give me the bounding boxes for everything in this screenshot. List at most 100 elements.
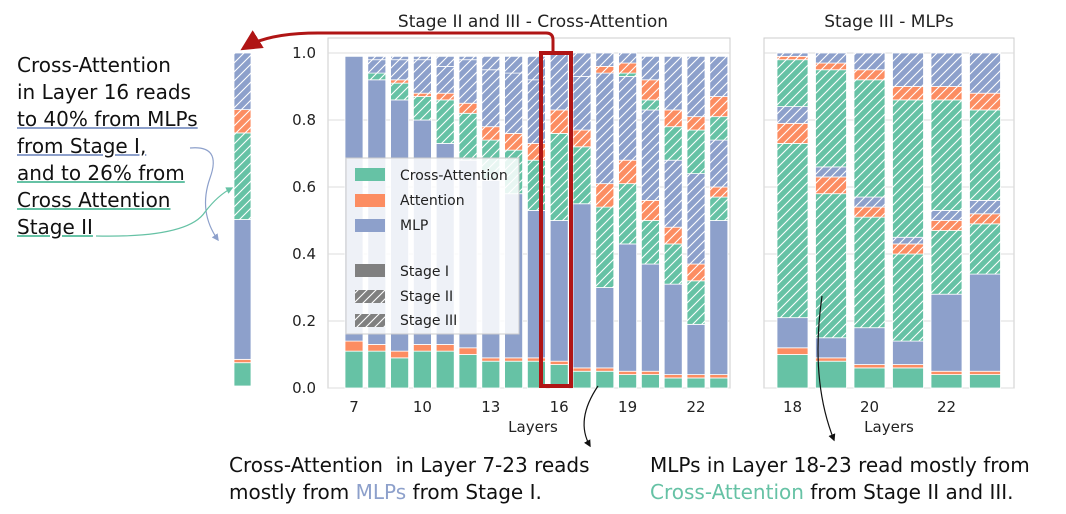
bar-20-attention-stage-i [853,364,886,369]
bar-23-mlp-stage-i [969,273,1001,372]
bar-19-cross-attention-stage-i [815,360,847,389]
bar-21-mlp-stage-ii-hatch [892,237,924,244]
arrow-to-caption-left [583,385,599,448]
y-tick-label: 0.0 [292,379,316,397]
bar-22-mlp-stage-i [930,293,963,372]
y-ticks-1: 0.0 0.2 0.4 0.6 0.8 1.0 [292,44,316,397]
bar-20-cross-attention-stage-iii-hatch [641,99,660,110]
bar-17-cross-attention-stage-ii-hatch [573,146,591,204]
bar-20-attention-stage-i [641,370,660,375]
bar-20-mlp-stage-iii-hatch [641,56,660,80]
legend-swatch-stage-2-hatch [355,290,385,303]
left-note-line-7: Stage II [17,215,93,239]
x-tick-label: 18 [783,398,802,416]
bar-14-cross-attention-stage-i [504,360,524,389]
bar-19-attention-stage-i [618,370,637,375]
bar-20-cross-attention-stage-iii-hatch [854,79,885,198]
bar-21-attention-stage-i [892,364,924,369]
left-note-line-2: in Layer 16 reads [17,80,191,104]
bar-18-cross-attention-stage-i [595,370,615,389]
bar-21-mlp-stage-i [892,340,924,365]
bar-23-attention-stage-i [969,370,1001,375]
bar-16-attention-stage-i [549,360,569,365]
bar-21-attention-stage-ii-hatch [892,243,924,254]
bar-8-cross-attention-stage-ii-hatch [367,73,386,80]
chart-mlps: 18 20 22 Stage III - MLPs Layers [763,12,1015,436]
highlight-layer-16 [539,51,573,388]
bar-22-cross-attention-stage-i [686,377,706,389]
bar-14-mlp-stage-ii-hatch [504,73,523,134]
bar-21-mlp-stage-iii-hatch [892,53,924,87]
bar-22-cross-attention-stage-iii-hatch [931,99,962,211]
bar-12-attention-stage-ii-hatch [459,103,477,114]
bar-21-attention-stage-iii-hatch [664,109,683,127]
legend-swatch-mlp [355,219,385,232]
bar-16-mlp-stage-i [549,220,569,362]
bar-8-mlp-stage-iii-hatch [367,56,386,60]
bar-17-cross-attention-stage-i [572,370,592,389]
bottom-right-line-2b: from Stage II and III. [803,480,1014,504]
y-tick-label: 0.4 [292,245,316,263]
bottom-left-line-2b: from Stage I. [406,480,542,504]
bar-19-mlp-stage-ii-hatch [815,166,847,177]
bar-10-attention-stage-i [412,344,432,352]
bar-23-mlp-stage-iii-hatch [969,53,1001,94]
bottom-left-mlps: MLPs [355,480,407,504]
bar-22-attention-stage-iii-hatch [687,116,705,131]
bar-8-cross-attention-stage-i [367,350,387,389]
y-tick-label: 1.0 [292,44,316,62]
x-tick-label: 13 [481,398,500,416]
legend: Cross-Attention Attention MLP Stage I St… [345,157,520,335]
x-tick-label: 10 [413,398,432,416]
bar-18-mlp-stage-ii-hatch [777,106,808,124]
bar-23-attention-stage-iii-hatch [709,96,728,117]
bar-22-attention-stage-ii-hatch [931,220,962,231]
bar-23-mlp-stage-ii-hatch [969,200,1001,214]
bar-19-mlp-stage-iii-hatch [815,53,847,64]
legend-label-stage-2: Stage II [400,289,453,305]
bar-13-mlp-stage-iii-hatch [481,56,500,70]
bar-16-attention-stage-ii-hatch [550,109,569,134]
bar-20-mlp-stage-ii-hatch [641,109,660,201]
bar-18-cross-attention-stage-iii-hatch [777,59,808,107]
bar-20-mlp-stage-i [853,327,886,365]
bar-22-mlp-stage-iii-hatch [931,53,962,87]
bottom-right-ca: Cross-Attention [650,480,804,504]
bar-23-attention-stage-iii-hatch [969,93,1001,110]
bar-21-cross-attention-stage-ii-hatch [892,254,924,342]
bar-22-attention-stage-ii-hatch [687,264,705,281]
bar-20-mlp-stage-ii-hatch [854,197,885,208]
bar-18-mlp-stage-iii-hatch [595,53,614,67]
bottom-left-line-2a: mostly from [229,480,356,504]
bar-19-cross-attention-stage-i [618,374,637,389]
bar-19-mlp-stage-ii-hatch [618,76,637,161]
bar-22-cross-attention-stage-ii-hatch [931,230,962,295]
bar-20-mlp-stage-iii-hatch [854,53,885,70]
bar-12-attention-stage-i [458,347,478,355]
bar-12-cross-attention-stage-ii-hatch [459,113,477,161]
legend-swatch-stage-3-hatch [355,314,385,327]
chart-title-2: Stage III - MLPs [824,12,954,32]
bar-13-mlp-stage-ii-hatch [481,69,500,127]
legend-label-mlp: MLP [400,218,428,234]
bar-20-mlp-stage-i [641,263,660,372]
arrow-to-caption-right [817,295,836,442]
bar-11-cross-attention-stage-i [435,350,455,389]
bar-23-cross-attention-stage-i [969,374,1001,389]
bar-18-cross-attention-stage-i [776,354,809,389]
legend-swatch-stage-1 [355,264,385,277]
x-axis-label-1: Layers [508,418,558,436]
bar-23-mlp-stage-ii-hatch [709,140,728,187]
bar-19-attention-stage-ii-hatch [815,176,847,194]
bottom-right-line-1: MLPs in Layer 18-23 read mostly from [650,453,1030,477]
bar-18-attention-stage-iii-hatch [777,56,808,60]
bar-11-mlp-stage-iii-hatch [436,56,455,67]
bar-20-attention-stage-iii-hatch [854,69,885,80]
bar-20-attention-stage-ii-hatch [854,207,885,218]
bar-17-mlp-stage-ii-hatch [573,76,591,131]
bar-23-cross-attention-stage-i [709,377,729,389]
chart-cross-attention: 0.0 0.2 0.4 0.6 0.8 1.0 7 10 13 16 19 22 Stage II … [292,12,731,436]
x-tick-label: 7 [349,398,359,416]
bar-11-cross-attention-stage-ii-hatch [436,99,455,144]
